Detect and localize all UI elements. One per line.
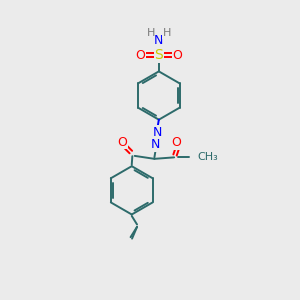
Text: N: N xyxy=(151,138,160,151)
Text: O: O xyxy=(172,136,182,149)
Text: H: H xyxy=(163,28,171,38)
Text: CH₃: CH₃ xyxy=(198,152,218,162)
Text: O: O xyxy=(117,136,127,148)
Text: H: H xyxy=(146,28,155,38)
Text: O: O xyxy=(136,49,146,62)
Text: N: N xyxy=(154,34,164,47)
Text: O: O xyxy=(172,49,182,62)
Text: S: S xyxy=(154,48,163,62)
Text: N: N xyxy=(153,125,162,139)
